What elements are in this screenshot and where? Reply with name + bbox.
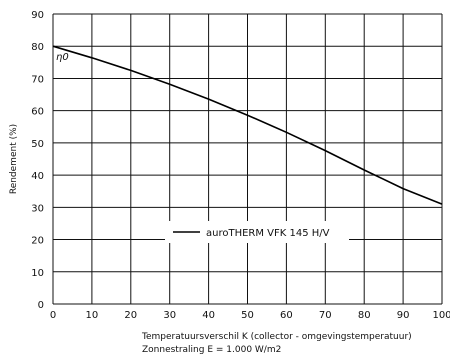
x-tick-label: 20 (124, 310, 137, 321)
x-tick-label: 90 (397, 310, 410, 321)
x-tick-label: 100 (432, 310, 450, 321)
y-tick-label: 40 (31, 171, 44, 182)
y-tick-label: 80 (31, 42, 44, 53)
x-tick-label: 70 (319, 310, 332, 321)
y-tick-label: 20 (31, 236, 44, 247)
eta-annotation: η0 (56, 52, 69, 63)
y-axis-label: Rendement (%) (9, 124, 19, 194)
x-tick-label: 50 (241, 310, 254, 321)
x-axis-label: Temperatuursverschil K (collector - omge… (141, 332, 412, 342)
x-tick-label: 80 (358, 310, 371, 321)
x-tick-label: 30 (163, 310, 176, 321)
y-tick-label: 30 (31, 203, 44, 214)
y-tick-label: 0 (38, 300, 44, 311)
x-tick-label: 60 (280, 310, 293, 321)
legend: auroTHERM VFK 145 H/V (165, 221, 349, 243)
x-tick-label: 0 (50, 310, 56, 321)
x-axis-sublabel: Zonnestraling E = 1.000 W/m2 (142, 345, 281, 355)
x-tick-label: 10 (86, 310, 99, 321)
y-tick-label: 50 (31, 139, 44, 150)
x-tick-label: 40 (202, 310, 215, 321)
y-tick-label: 10 (31, 268, 44, 279)
legend-label: auroTHERM VFK 145 H/V (206, 228, 330, 239)
y-tick-label: 70 (31, 74, 44, 85)
y-tick-label: 90 (31, 10, 44, 21)
y-tick-label: 60 (31, 107, 44, 118)
